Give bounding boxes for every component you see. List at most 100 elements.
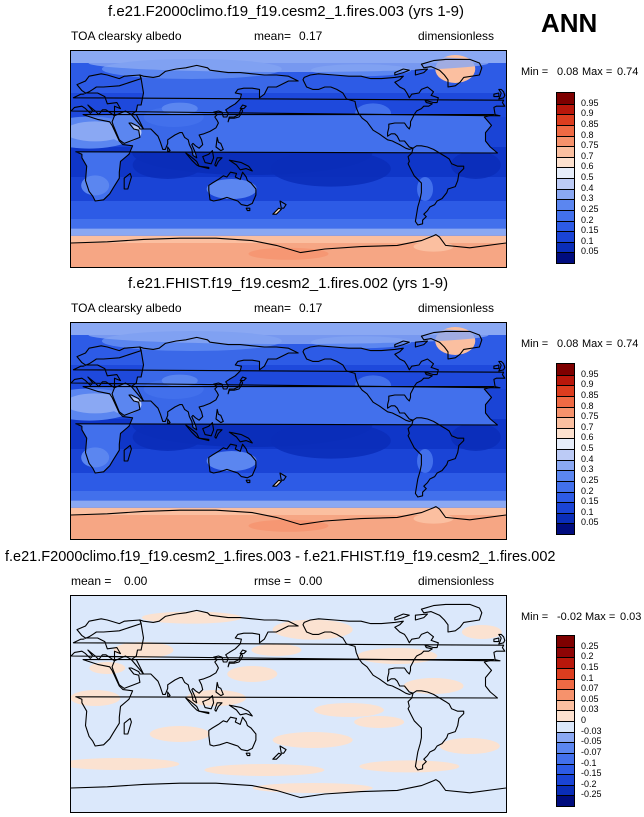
colorbar-box (557, 438, 574, 449)
contour-map-svg (71, 323, 506, 539)
colorbar-tick-label: -0.15 (581, 768, 602, 779)
colorbar-tick-label: 0.9 (581, 379, 594, 390)
panel-2-title: f.e21.FHIST.f19_f19.cesm2_1.fires.002 (y… (128, 275, 449, 292)
colorbar-box (557, 667, 574, 679)
colorbar-box (557, 763, 574, 775)
panel-1-map (70, 50, 507, 268)
contour-map-svg (71, 51, 506, 267)
panel-3-min-label: Min = (521, 611, 549, 623)
colorbar-box (557, 699, 574, 711)
colorbar-tick-label: 0.1 (581, 506, 594, 517)
panel-2-colorbar: 0.05 0.1 0.15 0.2 0.25 0.3 0.4 0.5 0.6 0.7 0.75 0.8… (556, 363, 599, 535)
colorbar-tick-label: 0 (581, 715, 587, 725)
colorbar-box (557, 752, 574, 764)
colorbar-box (557, 178, 574, 189)
panel-1-title: f.e21.F2000climo.f19_f19.cesm2_1.fires.0… (108, 3, 465, 20)
colorbar-box (557, 678, 574, 690)
colorbar-tick-label: 0.2 (581, 651, 594, 662)
panel-1-min-label: Min = (521, 66, 549, 78)
colorbar-box (557, 114, 574, 125)
colorbar-box (557, 374, 574, 386)
panel-1-colorbar: 0.05 0.1 0.15 0.2 0.25 0.3 0.4 0.5 0.6 0.7 0.75 0.8… (556, 92, 599, 264)
colorbar-box (557, 459, 574, 471)
colorbar-box (557, 252, 574, 263)
panel-3-min-value: -0.02 (557, 611, 583, 623)
colorbar-tick-label: 0.05 (581, 246, 599, 257)
colorbar-box (557, 417, 574, 428)
panel-2-min-value: 0.08 (557, 338, 579, 350)
colorbar-box (557, 721, 574, 732)
colorbar-tick-label: 0.8 (581, 400, 594, 411)
colorbar-box (557, 774, 574, 785)
colorbar-box (557, 480, 574, 492)
colorbar-tick-label: 0.5 (581, 443, 594, 453)
colorbar-tick-label: -0.05 (581, 736, 602, 747)
panel-3-mean-value: 0.00 (124, 574, 148, 588)
colorbar-tick-label: 0.25 (581, 474, 599, 485)
colorbar-box (557, 231, 574, 242)
colorbar-box (557, 406, 574, 418)
colorbar-box (557, 795, 574, 806)
colorbar-box (557, 199, 574, 210)
colorbar-tick-label: 0.2 (581, 214, 594, 225)
panel-1-mean-value: 0.17 (299, 29, 323, 43)
colorbar-box (557, 784, 574, 796)
colorbar-box (557, 93, 574, 104)
colorbar-box (557, 124, 574, 136)
colorbar-tick-label: 0.25 (581, 640, 599, 651)
colorbar-box (557, 502, 574, 513)
colorbar-box (557, 209, 574, 221)
colorbar-tick-label: 0.7 (581, 150, 594, 161)
colorbar-tick-label: 0.05 (581, 517, 599, 528)
colorbar-tick-label: 0.07 (581, 683, 599, 694)
colorbar-box (557, 385, 574, 396)
colorbar-box (557, 103, 574, 115)
panel-3-mean-label: mean = (71, 574, 112, 588)
colorbar-box (557, 646, 574, 658)
colorbar-tick-label: 0.4 (581, 182, 594, 193)
colorbar-tick-label: 0.3 (581, 464, 594, 475)
colorbar-tick-label: 0.4 (581, 453, 594, 464)
panel-1-min-value: 0.08 (557, 66, 579, 78)
panel-3-units: dimensionless (418, 574, 495, 588)
panel-3-max-label: Max = (585, 611, 616, 623)
colorbar-tick-label: 0.1 (581, 672, 594, 683)
colorbar-tick-label: 0.6 (581, 161, 594, 172)
colorbar-tick-label: 0.2 (581, 485, 594, 496)
panel-3-max-value: 0.03 (620, 611, 642, 623)
colorbar-tick-label: 0.8 (581, 129, 594, 140)
colorbar-tick-label: 0.9 (581, 108, 594, 119)
colorbar-tick-label: 0.5 (581, 172, 594, 182)
colorbar-tick-label: 0.3 (581, 193, 594, 204)
colorbar-tick-label: 0.25 (581, 203, 599, 214)
colorbar-tick-label: 0.75 (581, 140, 599, 151)
panel-2-units: dimensionless (418, 301, 495, 315)
colorbar-box (557, 449, 574, 460)
colorbar-tick-label: 0.6 (581, 432, 594, 443)
colorbar-box (557, 167, 574, 178)
panel-2-max-value: 0.74 (617, 338, 639, 350)
panel-2-mean-value: 0.17 (299, 301, 323, 315)
colorbar-box (557, 657, 574, 668)
colorbar-tick-label: 0.1 (581, 235, 594, 246)
colorbar-box (557, 395, 574, 407)
panel-3-title: f.e21.F2000climo.f19_f19.cesm2_1.fires.0… (5, 549, 556, 565)
colorbar-box (557, 135, 574, 147)
colorbar-box (557, 710, 574, 721)
colorbar-tick-label: 0.95 (581, 368, 599, 379)
colorbar-box (557, 689, 574, 700)
colorbar-tick-label: 0.15 (581, 661, 599, 672)
colorbar-tick-label: 0.95 (581, 97, 599, 108)
colorbar-box (557, 491, 574, 503)
colorbar-box (557, 742, 574, 753)
colorbar-tick-label: 0.03 (581, 704, 599, 715)
colorbar-box (557, 156, 574, 168)
panel-2-map (70, 322, 507, 540)
panel-1-mean-label: mean= (254, 29, 292, 43)
colorbar-box (557, 636, 574, 647)
panel-2-variable-label: TOA clearsky albedo (71, 301, 182, 315)
panel-3-rmse-value: 0.00 (299, 574, 323, 588)
colorbar-box (557, 512, 574, 524)
panel-1-max-label: Max = (582, 66, 613, 78)
panel-3-rmse-label: rmse = (254, 574, 292, 588)
